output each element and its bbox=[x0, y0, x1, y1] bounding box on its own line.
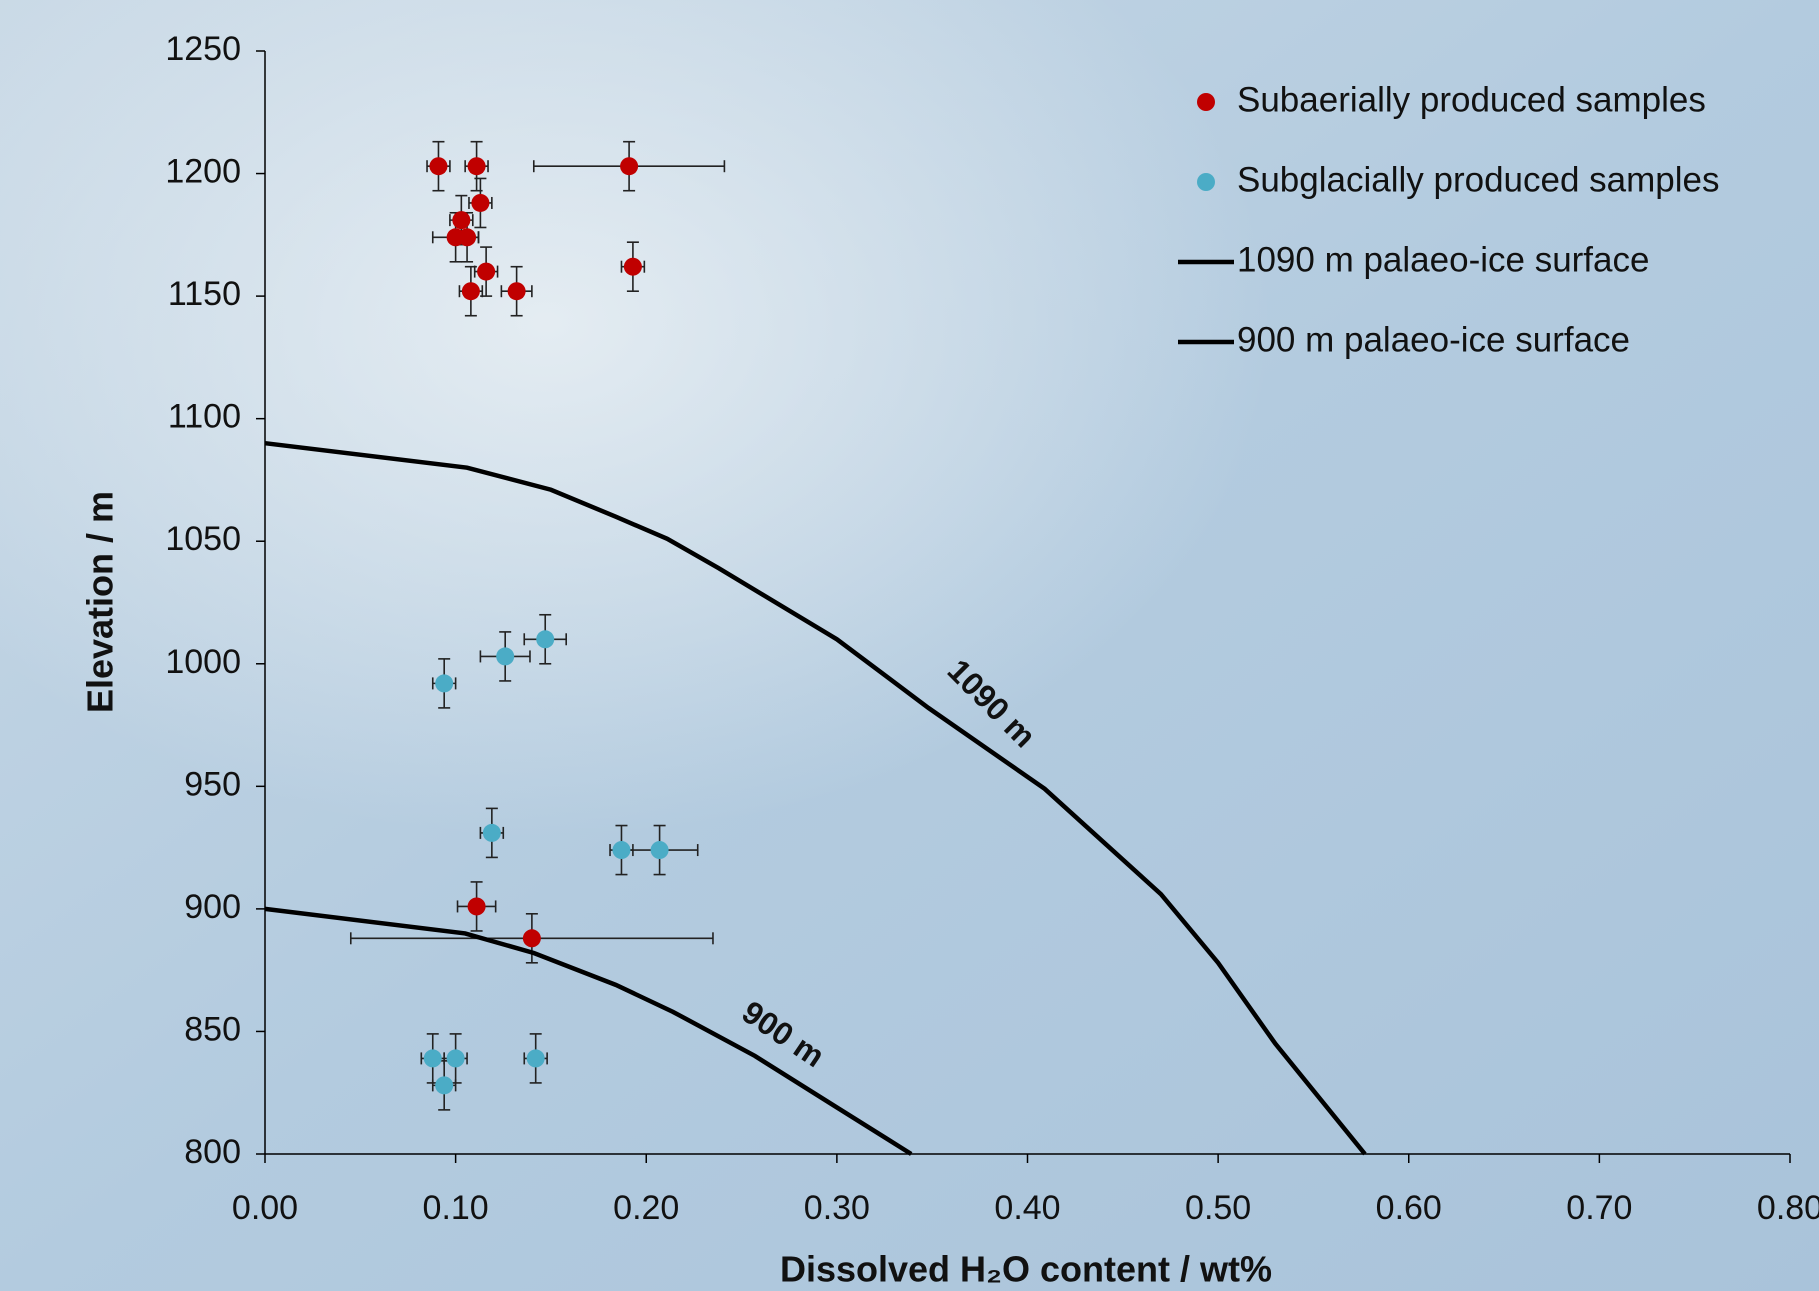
x-tick-label: 0.80 bbox=[1757, 1189, 1819, 1227]
data-point bbox=[468, 157, 486, 175]
data-point bbox=[471, 194, 489, 212]
data-point bbox=[620, 157, 638, 175]
data-point bbox=[447, 1049, 465, 1067]
legend-label: Subglacially produced samples bbox=[1237, 160, 1720, 199]
data-point bbox=[536, 630, 554, 648]
data-point bbox=[483, 824, 501, 842]
y-tick-label: 1150 bbox=[168, 275, 241, 313]
y-tick-label: 1050 bbox=[165, 520, 241, 558]
data-point bbox=[651, 841, 669, 859]
data-point bbox=[462, 282, 480, 300]
y-tick-label: 800 bbox=[184, 1133, 241, 1171]
x-tick-label: 0.10 bbox=[423, 1189, 489, 1227]
data-point bbox=[424, 1049, 442, 1067]
data-point bbox=[477, 263, 495, 281]
y-axis-title: Elevation / m bbox=[80, 491, 121, 713]
data-point bbox=[429, 157, 447, 175]
x-tick-label: 0.20 bbox=[613, 1189, 679, 1227]
y-tick-label: 1100 bbox=[168, 398, 241, 436]
data-point bbox=[496, 647, 514, 665]
x-tick-label: 0.50 bbox=[1185, 1189, 1251, 1227]
y-tick-label: 1000 bbox=[165, 643, 241, 681]
data-point bbox=[508, 282, 526, 300]
x-tick-label: 0.40 bbox=[994, 1189, 1060, 1227]
data-point bbox=[435, 1076, 453, 1094]
y-tick-label: 1250 bbox=[165, 30, 241, 68]
data-point bbox=[435, 674, 453, 692]
x-tick-label: 0.60 bbox=[1376, 1189, 1442, 1227]
data-point bbox=[624, 258, 642, 276]
legend-marker bbox=[1197, 173, 1215, 191]
page: Dissolved H₂O content / wt% Elevation / … bbox=[0, 0, 1819, 1291]
data-point bbox=[468, 897, 486, 915]
data-point bbox=[452, 211, 470, 229]
data-point bbox=[612, 841, 630, 859]
y-tick-label: 1200 bbox=[165, 153, 241, 191]
chart: Dissolved H₂O content / wt% Elevation / … bbox=[0, 0, 1819, 1291]
data-point bbox=[527, 1049, 545, 1067]
y-tick-label: 900 bbox=[184, 888, 241, 926]
legend-label: Subaerially produced samples bbox=[1237, 80, 1706, 119]
x-tick-label: 0.00 bbox=[232, 1189, 298, 1227]
y-tick-label: 950 bbox=[184, 765, 241, 803]
legend-marker bbox=[1197, 93, 1215, 111]
legend-label: 900 m palaeo-ice surface bbox=[1237, 320, 1630, 359]
x-axis-title: Dissolved H₂O content / wt% bbox=[780, 1249, 1272, 1290]
data-point bbox=[523, 929, 541, 947]
x-tick-label: 0.70 bbox=[1566, 1189, 1632, 1227]
data-point bbox=[458, 228, 476, 246]
x-tick-label: 0.30 bbox=[804, 1189, 870, 1227]
legend-label: 1090 m palaeo-ice surface bbox=[1237, 240, 1649, 279]
y-tick-label: 850 bbox=[184, 1010, 241, 1048]
